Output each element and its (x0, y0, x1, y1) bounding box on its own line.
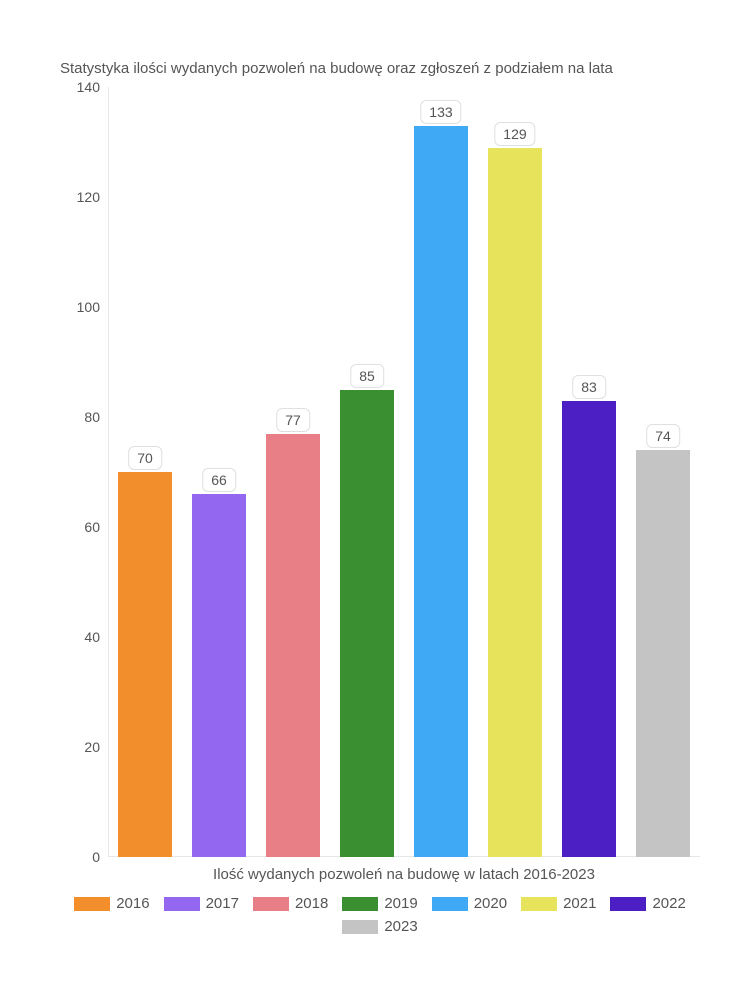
bar: 85 (340, 390, 394, 858)
y-tick: 120 (60, 189, 100, 205)
legend-swatch (74, 897, 110, 911)
bar: 66 (192, 494, 246, 857)
bar-value-label: 74 (646, 424, 680, 448)
legend-item: 2022 (610, 895, 685, 912)
legend-label: 2023 (384, 918, 417, 935)
legend-swatch (432, 897, 468, 911)
chart-title: Statystyka ilości wydanych pozwoleń na b… (60, 60, 710, 77)
bar: 133 (414, 126, 468, 858)
bar-value-label: 129 (494, 122, 535, 146)
legend-item: 2016 (74, 895, 149, 912)
legend-item: 2021 (521, 895, 596, 912)
bar-value-label: 77 (276, 408, 310, 432)
x-axis-label: Ilość wydanych pozwoleń na budowę w lata… (108, 866, 700, 883)
legend-label: 2017 (206, 895, 239, 912)
y-tick: 80 (60, 409, 100, 425)
y-tick: 0 (60, 849, 100, 865)
bar: 129 (488, 148, 542, 858)
legend-swatch (342, 897, 378, 911)
bar-value-label: 83 (572, 375, 606, 399)
y-tick: 40 (60, 629, 100, 645)
legend-swatch (253, 897, 289, 911)
chart-container: Statystyka ilości wydanych pozwoleń na b… (60, 60, 710, 940)
bar: 77 (266, 434, 320, 858)
legend-label: 2018 (295, 895, 328, 912)
legend-item: 2019 (342, 895, 417, 912)
legend: 2016 2017 2018 2019 2020 2021 2022 2023 (60, 895, 700, 935)
legend-swatch (521, 897, 557, 911)
bar-value-label: 66 (202, 468, 236, 492)
bar: 74 (636, 450, 690, 857)
legend-item: 2018 (253, 895, 328, 912)
legend-swatch (610, 897, 646, 911)
legend-label: 2022 (652, 895, 685, 912)
bar-value-label: 70 (128, 446, 162, 470)
legend-label: 2020 (474, 895, 507, 912)
legend-item: 2020 (432, 895, 507, 912)
legend-item: 2023 (342, 918, 417, 935)
bar-value-label: 133 (420, 100, 461, 124)
y-tick: 20 (60, 739, 100, 755)
legend-item: 2017 (164, 895, 239, 912)
y-tick: 100 (60, 299, 100, 315)
bar: 83 (562, 401, 616, 858)
legend-swatch (164, 897, 200, 911)
legend-label: 2019 (384, 895, 417, 912)
y-tick: 60 (60, 519, 100, 535)
bars-area: 706677851331298374 (108, 87, 700, 857)
y-axis: 020406080100120140 (60, 87, 108, 857)
legend-label: 2016 (116, 895, 149, 912)
y-tick: 140 (60, 79, 100, 95)
legend-swatch (342, 920, 378, 934)
plot-area: 020406080100120140 706677851331298374 Il… (60, 87, 700, 857)
legend-label: 2021 (563, 895, 596, 912)
bar: 70 (118, 472, 172, 857)
bar-value-label: 85 (350, 364, 384, 388)
